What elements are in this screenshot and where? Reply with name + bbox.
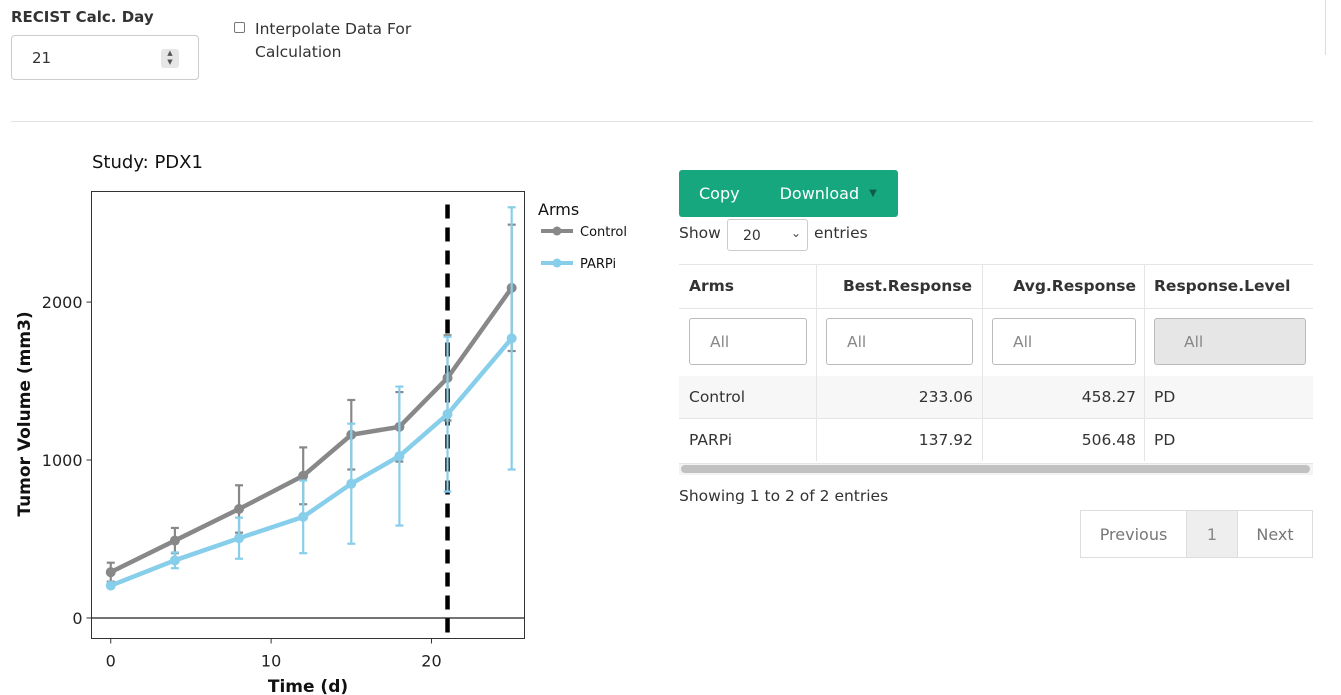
cell-response-level: PD (1154, 431, 1176, 449)
column-header-arms-label: Arms (689, 277, 735, 295)
data-point (394, 451, 405, 462)
column-header-response-level-label: Response.Level (1154, 277, 1291, 295)
legend-swatch-point (552, 258, 562, 268)
interpolate-checkbox[interactable] (234, 22, 245, 33)
filter-best-response[interactable]: All (826, 318, 973, 365)
filter-best-response-placeholder: All (847, 333, 867, 351)
data-point (169, 535, 180, 546)
data-point (234, 533, 245, 544)
data-point (234, 503, 245, 514)
data-point (506, 333, 517, 344)
chart-title: Study: PDX1 (92, 152, 203, 173)
recist-calc-day-label: RECIST Calc. Day (11, 8, 154, 26)
legend-label: Control (580, 225, 627, 240)
section-divider (11, 121, 1313, 122)
legend-label: PARPi (580, 257, 616, 272)
filter-avg-response-placeholder: All (1013, 333, 1033, 351)
series-parpi (105, 206, 517, 591)
page-1-button[interactable]: 1 (1187, 511, 1238, 557)
legend: Arms Control PARPi (538, 200, 627, 272)
data-point (298, 511, 309, 522)
cell-avg-response: 506.48 (1081, 431, 1136, 449)
pagination: Previous 1 Next (1080, 510, 1313, 558)
x-tick-label: 20 (421, 652, 441, 671)
recist-calc-day-input[interactable]: 21 ▲ ▼ (11, 35, 199, 80)
plot-panel (91, 191, 525, 639)
chevron-down-icon: ⌄ (790, 226, 801, 240)
data-point (105, 567, 116, 578)
filter-avg-response[interactable]: All (992, 318, 1136, 365)
export-button-group: Copy Download ▼ (679, 170, 898, 217)
show-label: Show (679, 224, 721, 242)
y-tick-label: 1000 (42, 451, 83, 470)
table-row[interactable]: PARPi 137.92 506.48 PD (679, 419, 1313, 461)
interpolate-label: Interpolate Data For Calculation (255, 20, 412, 61)
recist-calc-day-value: 21 (32, 49, 52, 67)
x-axis-label: Time (d) (268, 677, 348, 695)
cell-response-level: PD (1154, 388, 1176, 406)
entries-label: entries (814, 224, 868, 242)
filter-response-level-placeholder: All (1184, 333, 1204, 351)
download-button[interactable]: Download (779, 184, 860, 203)
series-layer (105, 206, 517, 591)
data-point (298, 470, 309, 481)
entries-per-page-value: 20 (743, 228, 761, 244)
column-header-avg-response-label: Avg.Response (1013, 277, 1136, 295)
series-line (109, 286, 514, 575)
column-header-arms[interactable]: Arms (679, 264, 816, 308)
x-tick-label: 0 (106, 652, 116, 671)
table-info: Showing 1 to 2 of 2 entries (679, 487, 889, 505)
series-line (109, 336, 514, 588)
previous-button[interactable]: Previous (1081, 511, 1187, 557)
data-point (105, 580, 116, 591)
next-button[interactable]: Next (1256, 524, 1294, 544)
column-header-avg-response[interactable]: Avg.Response (983, 264, 1145, 308)
cell-arms: Control (689, 388, 746, 406)
copy-button[interactable]: Copy (699, 184, 740, 203)
y-axis-label: Tumor Volume (mm3) (15, 311, 35, 516)
x-tick-label: 10 (261, 652, 281, 671)
cell-best-response: 233.06 (918, 388, 973, 406)
dropdown-caret-icon[interactable]: ▼ (869, 188, 877, 199)
entries-per-page-select[interactable]: 20 ⌄ (727, 219, 808, 251)
filter-response-level: All (1154, 318, 1306, 365)
column-header-best-response-label: Best.Response (842, 277, 972, 295)
axes: 0 10 20 0 1000 2000 (42, 293, 525, 671)
scrollbar-edge (1325, 0, 1326, 55)
legend-swatch-point (552, 226, 562, 236)
filter-arms-placeholder: All (710, 333, 730, 351)
response-table: Arms Best.Response Avg.Response Response… (679, 264, 1313, 464)
y-tick-label: 0 (72, 609, 82, 628)
column-header-best-response[interactable]: Best.Response (817, 264, 982, 308)
tumor-volume-chart: Study: PDX1 0 10 20 0 1000 2000 Time (d) Tumo… (15, 152, 627, 695)
column-header-response-level[interactable]: Response.Level (1145, 264, 1313, 308)
data-point (442, 409, 453, 420)
cell-avg-response: 458.27 (1081, 388, 1136, 406)
legend-title: Arms (538, 200, 579, 219)
cell-arms: PARPi (689, 431, 733, 449)
cell-best-response: 137.92 (918, 431, 973, 449)
table-row[interactable]: Control 233.06 458.27 PD (679, 376, 1313, 418)
filter-arms[interactable]: All (689, 318, 807, 365)
data-point (346, 478, 357, 489)
y-tick-label: 2000 (42, 293, 83, 312)
horizontal-scrollbar-thumb[interactable] (681, 465, 1310, 473)
data-point (169, 555, 180, 566)
number-spinner-icon[interactable]: ▲ ▼ (161, 49, 179, 68)
